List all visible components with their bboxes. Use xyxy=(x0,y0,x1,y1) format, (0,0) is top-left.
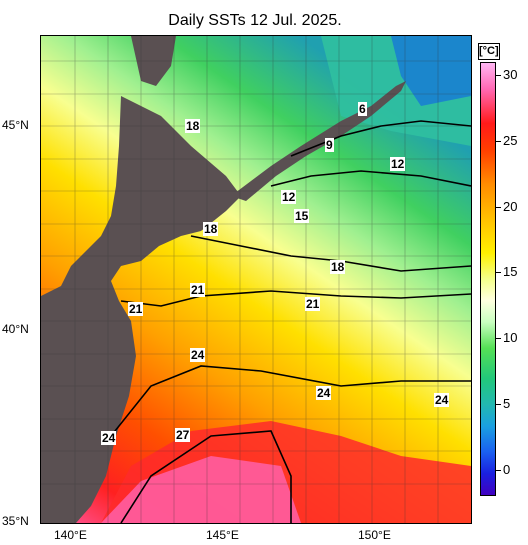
contour-label: 15 xyxy=(294,209,310,223)
coldest-water xyxy=(391,36,471,106)
contour-label: 24 xyxy=(316,386,332,400)
contour-label: 18 xyxy=(203,222,219,236)
contour-label: 12 xyxy=(281,190,297,204)
colorbar-label: 25 xyxy=(503,133,518,148)
colorbar-tick xyxy=(496,75,501,76)
colorbar-label: 15 xyxy=(503,264,518,279)
contour-21 xyxy=(120,290,471,307)
colorbar xyxy=(480,62,496,496)
contour-label: 21 xyxy=(190,283,206,297)
lat-label-40: 40°N xyxy=(2,322,29,336)
lat-label-35: 35°N xyxy=(2,514,29,528)
hot-core xyxy=(101,456,301,523)
unit-box xyxy=(478,43,500,60)
contour-label: 9 xyxy=(325,138,334,152)
sst-map xyxy=(40,35,472,524)
lat-label-45: 45°N xyxy=(2,118,29,132)
map-title: Daily SSTs 12 Jul. 2025. xyxy=(168,12,342,29)
colorbar-label: 30 xyxy=(503,67,518,82)
colorbar-label: 0 xyxy=(503,462,511,477)
contour-label: 24 xyxy=(101,431,117,445)
colorbar-label: 20 xyxy=(503,199,518,214)
contour-9 xyxy=(290,120,471,157)
colorbar-tick xyxy=(496,141,501,142)
unit-label: [°C] xyxy=(479,45,499,57)
contour-label: 6 xyxy=(358,102,367,116)
colorbar-label: 10 xyxy=(503,330,518,345)
contour-label: 24 xyxy=(190,348,206,362)
colorbar-tick xyxy=(496,272,501,273)
contour-12 xyxy=(270,170,471,187)
colorbar-tick xyxy=(496,470,501,471)
lon-label-145: 145°E xyxy=(206,528,239,542)
contour-label: 12 xyxy=(390,157,406,171)
colorbar-label: 5 xyxy=(503,396,511,411)
sst-field xyxy=(41,36,471,523)
lon-label-150: 150°E xyxy=(358,528,391,542)
lon-label-140: 140°E xyxy=(54,528,87,542)
contour-label: 21 xyxy=(305,297,321,311)
contour-label: 24 xyxy=(434,393,450,407)
contour-label: 18 xyxy=(185,119,201,133)
contour-18 xyxy=(190,235,471,272)
contour-label: 18 xyxy=(330,260,346,274)
colorbar-tick xyxy=(496,404,501,405)
land-sakhalin xyxy=(131,36,176,86)
contour-24 xyxy=(110,365,471,437)
contour-27 xyxy=(120,430,292,523)
contour-label: 21 xyxy=(128,302,144,316)
colorbar-tick xyxy=(496,207,501,208)
contour-label: 27 xyxy=(175,428,191,442)
colorbar-tick xyxy=(496,338,501,339)
land-japan xyxy=(41,96,241,523)
